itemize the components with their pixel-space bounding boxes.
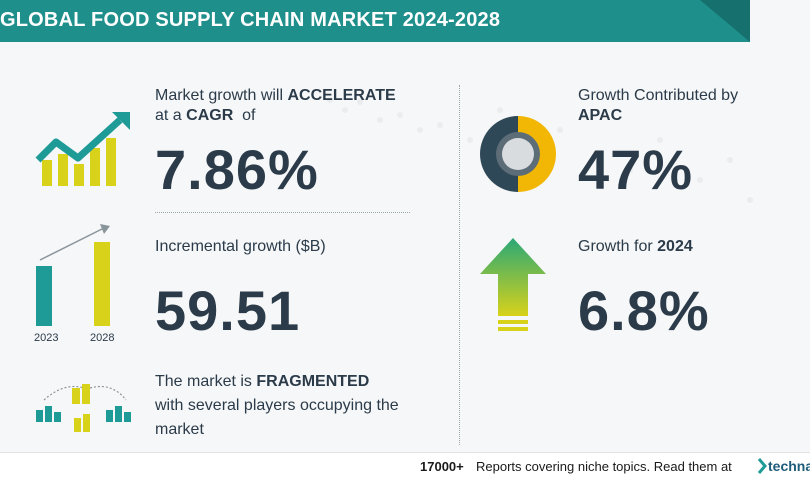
header-accent xyxy=(700,0,750,42)
market-fragmented: FRAGMENTED xyxy=(256,373,370,390)
growth-chart-icon xyxy=(35,112,130,186)
growth-year-text: Growth for xyxy=(578,238,658,255)
technavio-logo-icon xyxy=(757,458,767,474)
cagr-line2: at a CAGR of xyxy=(155,106,255,126)
incremental-label: Incremental growth ($B) xyxy=(155,238,326,255)
growth-year-value: 6.8% xyxy=(578,279,710,342)
footer-text: Reports covering niche topics. Read them… xyxy=(476,459,732,474)
horizontal-divider xyxy=(155,212,410,213)
market-line3: market xyxy=(155,421,204,438)
growth-year: 2024 xyxy=(657,238,693,255)
bar-comparison-icon xyxy=(36,224,110,326)
report-count: 17000+ xyxy=(420,459,464,474)
donut-chart-icon xyxy=(480,116,556,192)
market-line1: The market is FRAGMENTED xyxy=(155,372,369,392)
cagr-accelerate: ACCELERATE xyxy=(287,87,396,104)
region-value: 47% xyxy=(578,138,694,201)
cagr-line1-text: Market growth will xyxy=(155,87,288,104)
cagr-line1: Market growth will ACCELERATE xyxy=(155,86,396,106)
footer-bar: 17000+ Reports covering niche topics. Re… xyxy=(0,452,810,481)
cagr-line2-text: at a xyxy=(155,107,187,124)
up-arrow-icon xyxy=(480,238,546,331)
fragmented-market-icon xyxy=(36,384,131,432)
region-name: APAC xyxy=(578,106,622,126)
cagr-of: of xyxy=(233,107,256,124)
market-line2: with several players occupying the xyxy=(155,397,399,414)
cagr-label: CAGR xyxy=(186,107,234,124)
header-banner xyxy=(0,0,750,42)
region-name-text: APAC xyxy=(578,107,623,124)
growth-year-label: Growth for 2024 xyxy=(578,237,693,257)
year-start-label: 2023 xyxy=(34,332,59,344)
region-label: Growth Contributed by xyxy=(578,87,739,104)
incremental-value: 59.51 xyxy=(155,279,301,342)
cagr-value: 7.86% xyxy=(155,138,319,201)
vertical-divider xyxy=(459,85,460,445)
year-end-label: 2028 xyxy=(90,332,115,344)
market-line1-text: The market is xyxy=(155,373,257,390)
page-title: GLOBAL FOOD SUPPLY CHAIN MARKET 2024-202… xyxy=(0,9,501,31)
brand-link[interactable]: technav xyxy=(768,458,810,474)
